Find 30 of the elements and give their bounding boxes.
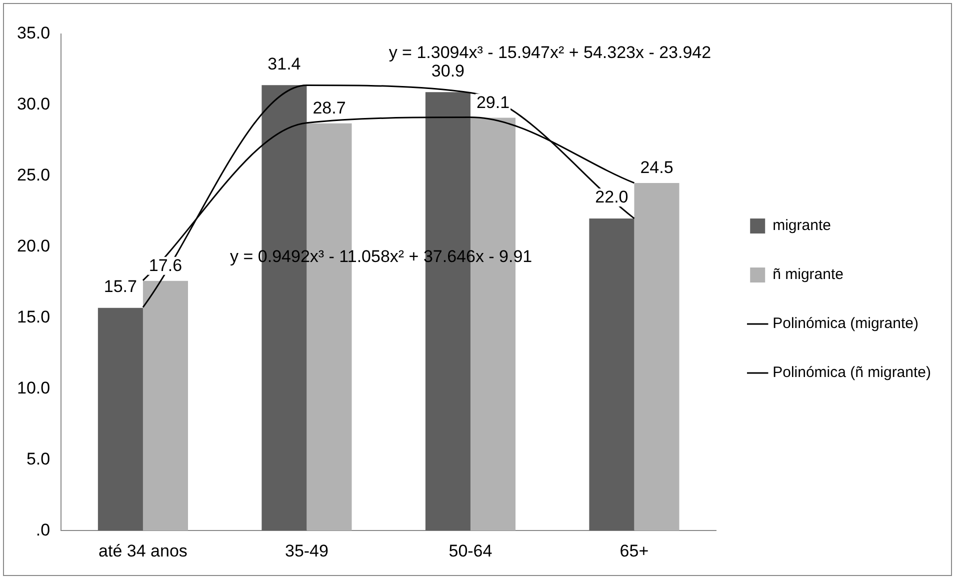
y-tick-label: 20.0 <box>16 236 50 256</box>
y-tick-label: 10.0 <box>16 378 50 398</box>
data-label: 15.7 <box>104 277 137 296</box>
data-label: 24.5 <box>640 158 674 178</box>
y-tick-label: 35.0 <box>16 24 50 43</box>
legend-label: ñ migrante <box>772 266 844 284</box>
legend-label: migrante <box>772 217 831 234</box>
data-label: 22.0 <box>595 188 628 207</box>
data-label: 31.4 <box>268 54 301 74</box>
line-series <box>142 84 635 308</box>
x-tick-label: 50-64 <box>448 541 492 560</box>
x-tick-label: 65+ <box>620 541 649 560</box>
legend-label: Polinómica (ñ migrante) <box>772 364 932 382</box>
x-tick-label: até 34 anos <box>98 541 188 560</box>
y-tick-label: 30.0 <box>16 94 50 114</box>
y-tick-label: .0 <box>36 520 50 540</box>
data-label: 30.9 <box>431 61 465 80</box>
data-label: 17.6 <box>148 256 182 276</box>
y-tick-label: 5.0 <box>26 449 50 468</box>
bar <box>589 218 634 531</box>
y-tick-label: 15.0 <box>16 307 50 326</box>
data-label: 28.7 <box>312 98 346 118</box>
data-label: 29.1 <box>476 92 510 112</box>
y-tick-label: 25.0 <box>16 166 50 185</box>
x-tick-label: 35-49 <box>284 541 328 560</box>
legend-label: Polinómica (migrante) <box>772 315 918 332</box>
bar <box>634 182 680 531</box>
annotation: y = 1.3094x³ - 15.947x² + 54.323x - 23.942 <box>388 43 712 62</box>
bar <box>142 280 188 531</box>
bar <box>98 308 143 531</box>
